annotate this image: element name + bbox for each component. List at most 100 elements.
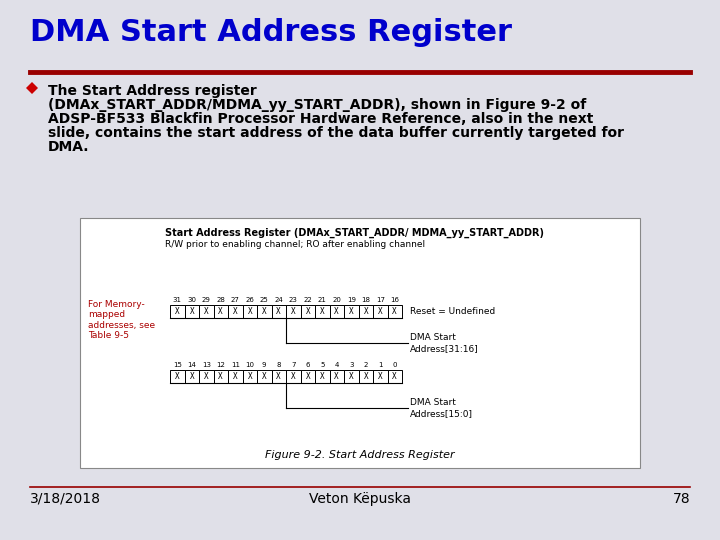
Text: X: X xyxy=(262,307,266,316)
Text: 25: 25 xyxy=(260,297,269,303)
Bar xyxy=(199,370,214,383)
Text: 22: 22 xyxy=(303,297,312,303)
Text: 28: 28 xyxy=(216,297,225,303)
Text: X: X xyxy=(233,307,238,316)
Text: X: X xyxy=(305,307,310,316)
Bar xyxy=(170,370,184,383)
Bar xyxy=(373,305,387,318)
Text: X: X xyxy=(189,372,194,381)
Text: X: X xyxy=(349,307,354,316)
Text: X: X xyxy=(291,307,296,316)
Text: X: X xyxy=(392,307,397,316)
Text: 16: 16 xyxy=(390,297,400,303)
Text: 5: 5 xyxy=(320,362,325,368)
Bar xyxy=(214,370,228,383)
Text: X: X xyxy=(364,307,368,316)
Bar xyxy=(359,305,373,318)
Bar xyxy=(184,305,199,318)
Bar xyxy=(228,305,243,318)
Text: Reset = Undefined: Reset = Undefined xyxy=(410,307,495,316)
Text: X: X xyxy=(175,307,179,316)
Text: 1: 1 xyxy=(378,362,382,368)
Bar xyxy=(243,370,257,383)
Text: X: X xyxy=(320,372,325,381)
Text: ADSP-BF533 Blackfin Processor Hardware Reference, also in the next: ADSP-BF533 Blackfin Processor Hardware R… xyxy=(48,112,593,126)
Text: X: X xyxy=(276,372,281,381)
Text: 7: 7 xyxy=(291,362,295,368)
Bar xyxy=(344,370,359,383)
Text: 11: 11 xyxy=(230,362,240,368)
Text: 27: 27 xyxy=(231,297,240,303)
Bar xyxy=(387,370,402,383)
Text: 3: 3 xyxy=(349,362,354,368)
Text: X: X xyxy=(248,307,252,316)
Text: 15: 15 xyxy=(173,362,181,368)
Bar xyxy=(359,370,373,383)
Text: X: X xyxy=(262,372,266,381)
Text: X: X xyxy=(204,372,209,381)
Text: 31: 31 xyxy=(173,297,181,303)
Text: DMA Start Address Register: DMA Start Address Register xyxy=(30,18,512,47)
Text: DMA.: DMA. xyxy=(48,140,89,154)
Bar xyxy=(199,305,214,318)
Bar xyxy=(257,370,271,383)
Text: 9: 9 xyxy=(262,362,266,368)
Bar xyxy=(80,218,640,468)
Text: 30: 30 xyxy=(187,297,197,303)
Text: X: X xyxy=(378,372,382,381)
Text: X: X xyxy=(392,372,397,381)
Bar xyxy=(243,305,257,318)
Text: 12: 12 xyxy=(216,362,225,368)
Text: R/W prior to enabling channel; RO after enabling channel: R/W prior to enabling channel; RO after … xyxy=(165,240,425,249)
Text: 4: 4 xyxy=(335,362,339,368)
Text: 29: 29 xyxy=(202,297,211,303)
Text: 23: 23 xyxy=(289,297,297,303)
Text: X: X xyxy=(334,372,339,381)
Text: 19: 19 xyxy=(347,297,356,303)
Text: 0: 0 xyxy=(392,362,397,368)
Text: X: X xyxy=(320,307,325,316)
Bar xyxy=(315,370,330,383)
Text: X: X xyxy=(334,307,339,316)
Text: X: X xyxy=(291,372,296,381)
Text: X: X xyxy=(276,307,281,316)
Bar xyxy=(257,305,271,318)
Text: DMA Start
Address[15:0]: DMA Start Address[15:0] xyxy=(410,399,473,418)
Bar xyxy=(300,305,315,318)
Text: X: X xyxy=(189,307,194,316)
Text: Start Address Register (DMAx_START_ADDR/ MDMA_yy_START_ADDR): Start Address Register (DMAx_START_ADDR/… xyxy=(165,228,544,238)
Text: The Start Address register: The Start Address register xyxy=(48,84,257,98)
Text: X: X xyxy=(349,372,354,381)
Bar xyxy=(300,370,315,383)
Text: For Memory-
mapped
addresses, see
Table 9-5: For Memory- mapped addresses, see Table … xyxy=(88,300,155,340)
Text: DMA Start
Address[31:16]: DMA Start Address[31:16] xyxy=(410,333,479,353)
Bar xyxy=(286,370,300,383)
Bar xyxy=(330,305,344,318)
Text: X: X xyxy=(233,372,238,381)
Bar xyxy=(184,370,199,383)
Bar xyxy=(315,305,330,318)
Text: 14: 14 xyxy=(187,362,196,368)
Text: X: X xyxy=(175,372,179,381)
Text: Veton Këpuska: Veton Këpuska xyxy=(309,492,411,506)
Bar xyxy=(170,305,184,318)
Text: (DMAx_START_ADDR/MDMA_yy_START_ADDR), shown in Figure 9-2 of: (DMAx_START_ADDR/MDMA_yy_START_ADDR), sh… xyxy=(48,98,586,112)
Text: Figure 9-2. Start Address Register: Figure 9-2. Start Address Register xyxy=(265,450,455,460)
Text: slide, contains the start address of the data buffer currently targeted for: slide, contains the start address of the… xyxy=(48,126,624,140)
Text: 10: 10 xyxy=(246,362,254,368)
Text: 20: 20 xyxy=(333,297,341,303)
Text: 8: 8 xyxy=(276,362,281,368)
Text: 3/18/2018: 3/18/2018 xyxy=(30,492,101,506)
Text: X: X xyxy=(204,307,209,316)
Text: X: X xyxy=(218,307,223,316)
Bar xyxy=(387,305,402,318)
Text: X: X xyxy=(248,372,252,381)
Bar xyxy=(330,370,344,383)
Text: X: X xyxy=(305,372,310,381)
Bar xyxy=(286,305,300,318)
Text: X: X xyxy=(378,307,382,316)
Bar xyxy=(373,370,387,383)
Text: 17: 17 xyxy=(376,297,384,303)
Text: 2: 2 xyxy=(364,362,368,368)
Text: 13: 13 xyxy=(202,362,211,368)
